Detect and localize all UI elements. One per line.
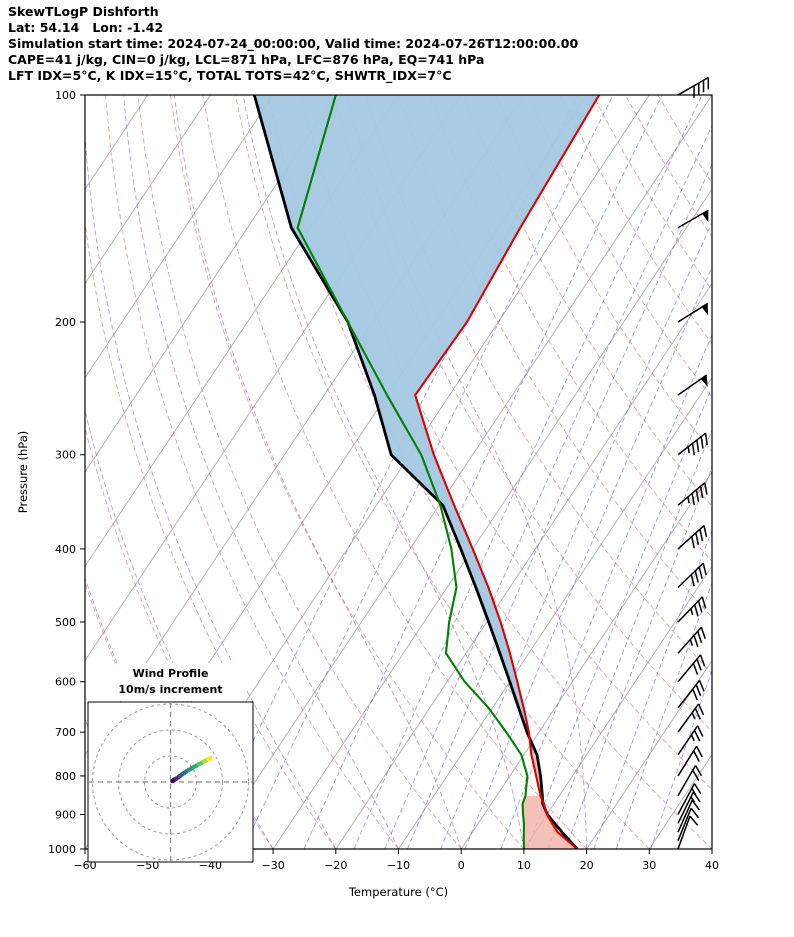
hodograph-ring — [144, 755, 197, 809]
svg-text:30: 30 — [642, 859, 656, 872]
svg-text:10: 10 — [517, 859, 531, 872]
simulation-times: Simulation start time: 2024-07-24_00:00:… — [8, 36, 579, 51]
svg-text:800: 800 — [55, 770, 76, 783]
hodograph-ring — [92, 703, 249, 861]
grid-lines — [85, 95, 712, 849]
hodograph-subtitle: 10m/s increment — [118, 683, 222, 696]
svg-text:40: 40 — [705, 859, 719, 872]
header-block: SkewTLogP Dishforth Lat: 54.14 Lon: -1.4… — [8, 4, 578, 84]
dewpoint-curve — [296, 95, 529, 849]
station-latlon: Lat: 54.14 Lon: -1.42 — [8, 20, 164, 35]
svg-text:500: 500 — [55, 616, 76, 629]
svg-text:−30: −30 — [261, 859, 284, 872]
svg-text:0: 0 — [458, 859, 465, 872]
dry-adiabat-lines — [85, 95, 712, 849]
stability-indices-2: LFT IDX=5°C, K IDX=15°C, TOTAL TOTS=42°C… — [8, 68, 452, 83]
svg-text:−20: −20 — [324, 859, 347, 872]
low-level-moisture-fill — [522, 795, 578, 849]
svg-text:400: 400 — [55, 543, 76, 556]
hodograph-title: Wind Profile — [133, 667, 209, 680]
svg-text:300: 300 — [55, 449, 76, 462]
svg-text:700: 700 — [55, 726, 76, 739]
y-axis: 100 200 300 400 500 600 700 800 900 1000 — [48, 89, 85, 856]
y-axis-label: Pressure (hPa) — [16, 431, 30, 514]
svg-text:200: 200 — [55, 316, 76, 329]
wind-profile-inset: Wind Profile 10m/s increment — [87, 663, 254, 863]
svg-text:600: 600 — [55, 676, 76, 689]
hodograph-point — [207, 755, 213, 761]
svg-text:20: 20 — [580, 859, 594, 872]
x-axis-label: Temperature (°C) — [348, 885, 448, 899]
svg-text:900: 900 — [55, 808, 76, 821]
wind-barbs — [677, 76, 710, 850]
temperature-curve — [414, 95, 601, 849]
stability-indices-1: CAPE=41 j/kg, CIN=0 j/kg, LCL=871 hPa, L… — [8, 52, 485, 67]
negative-area-fill — [254, 95, 600, 755]
svg-text:1000: 1000 — [48, 843, 76, 856]
svg-text:100: 100 — [55, 89, 76, 102]
page-title: SkewTLogP Dishforth — [8, 4, 159, 19]
hodograph-ring — [118, 729, 223, 835]
svg-text:−10: −10 — [387, 859, 410, 872]
